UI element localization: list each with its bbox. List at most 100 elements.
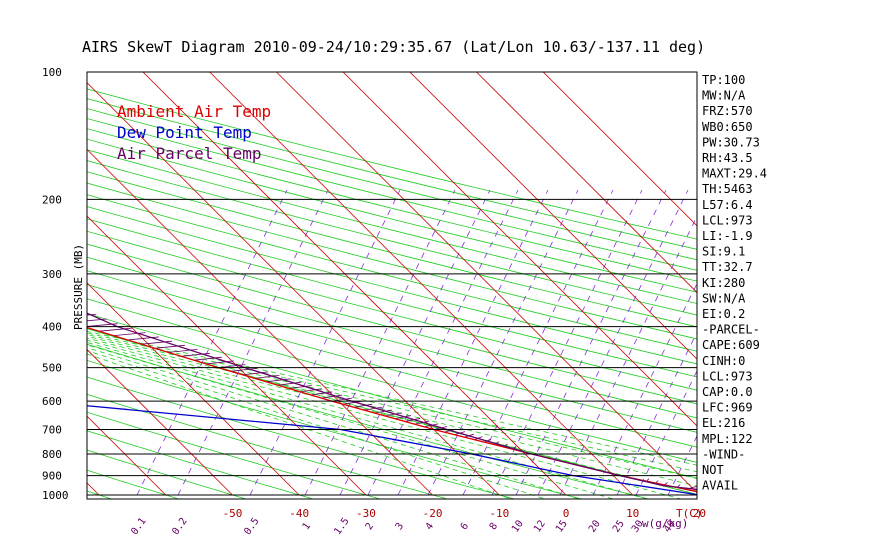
pressure-tick-label: 800 [42, 448, 62, 461]
index-value: CINH:0 [702, 354, 745, 368]
dry-adiabat-line [87, 393, 449, 499]
dry-adiabat-line [87, 230, 697, 391]
mixing-ratio-tick-label: 12 [532, 518, 548, 534]
index-value: CAP:0.0 [702, 385, 753, 399]
dry-adiabat-line [87, 449, 248, 499]
mixing-ratio-tick-label: 6 [459, 521, 471, 532]
mixing-ratio-tick-label: 25 [611, 518, 627, 534]
cape-hatch-line [0, 277, 12, 280]
x-axis-label: T(C) [676, 507, 703, 520]
cape-hatch-line [289, 385, 312, 389]
index-value: PW:30.73 [702, 135, 760, 149]
mixing-ratio-tick-label: 15 [554, 518, 570, 534]
chart-title: AIRS SkewT Diagram 2010-09-24/10:29:35.6… [82, 38, 705, 56]
mixing-ratio-line [249, 189, 401, 496]
isotherm-line [87, 215, 367, 496]
dry-adiabat-line [87, 194, 697, 352]
cape-hatch-line [168, 348, 198, 353]
moist-adiabat-line [87, 350, 547, 499]
moist-adiabat-line [87, 344, 615, 499]
bottom-temp-tick-label: 10 [626, 507, 639, 520]
dry-adiabat-line [87, 284, 697, 448]
cape-hatch-line [310, 391, 333, 396]
mixing-ratio-tick-label: 0.1 [129, 516, 148, 537]
mixing-ratio-line [427, 189, 579, 496]
cape-hatch-line [394, 415, 411, 420]
mixing-ratio-label: w(g/kg) [642, 517, 688, 530]
dry-adiabat-line [87, 430, 315, 499]
dry-adiabat-line [87, 490, 113, 499]
moist-adiabat-line [87, 342, 649, 499]
cape-hatch-line [384, 412, 402, 417]
isotherm-line [476, 72, 697, 294]
dry-adiabat-line [87, 469, 181, 499]
dry-adiabat-line [87, 343, 651, 499]
mixing-ratio-tick-label: 20 [587, 518, 603, 534]
isotherm-line [87, 282, 300, 496]
dry-adiabat-line [87, 118, 697, 271]
mixing-ratio-line [616, 331, 697, 496]
mixing-ratio-line [177, 189, 329, 496]
index-value: -PARCEL- [702, 323, 760, 337]
bottom-temp-tick-label: -50 [223, 507, 243, 520]
index-value: MAXT:29.4 [702, 167, 767, 181]
cape-hatch-line [266, 378, 291, 383]
dry-adiabat-line [87, 218, 697, 378]
index-value: MW:N/A [702, 89, 746, 103]
index-value: SW:N/A [702, 291, 746, 305]
dry-adiabat-line [87, 270, 697, 433]
cape-hatch-line [155, 344, 185, 349]
index-value: L57:6.4 [702, 198, 753, 212]
pressure-tick-label: 100 [42, 66, 62, 79]
moist-adiabat-line [87, 347, 581, 499]
cape-hatch-line [404, 418, 421, 422]
mixing-ratio-line [515, 189, 667, 496]
moist-adiabat-line [87, 339, 683, 499]
isotherm-line [0, 72, 32, 495]
moist-adiabat-line [87, 330, 697, 466]
isotherm-line [542, 72, 697, 227]
dry-adiabat-line [87, 206, 697, 365]
pressure-tick-label: 900 [42, 470, 62, 483]
mixing-ratio-line [367, 189, 519, 496]
pressure-tick-label: 200 [42, 193, 62, 206]
moist-adiabat-line [87, 353, 513, 499]
index-value: TP:100 [702, 73, 745, 87]
pressure-tick-label: 400 [42, 321, 62, 334]
cape-hatch-line [206, 360, 234, 365]
mixing-ratio-tick-label: 10 [510, 518, 526, 534]
dry-adiabat-line [87, 256, 697, 419]
index-value: CAPE:609 [702, 338, 760, 352]
index-value: MPL:122 [702, 432, 753, 446]
legend-entry: Dew Point Temp [117, 123, 252, 142]
cape-hatch-line [40, 304, 73, 307]
dry-adiabat-line [87, 98, 697, 250]
isotherm-line [87, 415, 167, 496]
pressure-tick-label: 700 [42, 423, 62, 436]
mixing-ratio-line [559, 215, 697, 496]
moist-adiabat-line [87, 334, 697, 480]
isotherm-line [342, 72, 697, 427]
cape-hatch-line [374, 409, 392, 414]
cape-hatch-line [254, 374, 280, 379]
pressure-tick-label: 300 [42, 268, 62, 281]
index-value: TT:32.7 [702, 260, 753, 274]
mixing-ratio-line [537, 189, 689, 496]
dry-adiabat-line [87, 411, 382, 499]
index-value: WB0:650 [702, 120, 753, 134]
cape-hatch-line [113, 332, 146, 337]
dry-adiabat-line [87, 376, 516, 499]
dry-adiabat-line [87, 298, 697, 463]
cape-hatch-line [493, 441, 500, 445]
index-value: EI:0.2 [702, 307, 745, 321]
dry-adiabat-line [87, 171, 697, 328]
index-value: LI:-1.9 [702, 229, 753, 243]
cape-hatch-line [242, 371, 269, 376]
isotherm-line [87, 148, 433, 496]
dry-adiabat-line [87, 128, 697, 282]
cape-hatch-line [230, 367, 257, 372]
mixing-ratio-tick-label: 4 [424, 521, 436, 532]
series-line-1 [87, 405, 697, 496]
dry-adiabat-line [87, 182, 697, 340]
